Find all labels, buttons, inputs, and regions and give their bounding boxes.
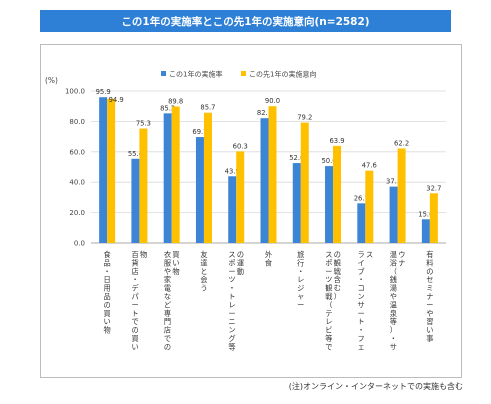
x-tick-label-2: 百貨店・デパートでの買い物 — [132, 250, 148, 351]
bar-series1-5 — [228, 176, 237, 243]
x-tick-label-4: 友達と会う — [200, 250, 207, 293]
data-label-series1-1: 95.9 — [96, 88, 111, 96]
footnote: (注)オンライン・インターネットでの実施も含む — [288, 382, 463, 391]
legend-swatch-1 — [161, 71, 166, 76]
bar-series1-9 — [357, 203, 366, 243]
x-tick-label-5: スポーツ・トレーニング等の運動 — [228, 250, 244, 351]
bar-series2-7 — [300, 122, 309, 243]
y-tick-label: 0.0 — [74, 240, 85, 248]
data-label-series1-4: 69.7 — [192, 128, 207, 136]
data-label-series2-5: 60.3 — [233, 142, 248, 150]
bar-series1-3 — [163, 113, 172, 244]
bar-series1-11 — [421, 219, 430, 243]
bar-series2-6 — [268, 106, 277, 243]
bar-series2-2 — [139, 128, 148, 243]
data-label-series1-5: 43.9 — [225, 167, 240, 175]
data-label-series1-9: 26.1 — [354, 194, 369, 202]
bar-series1-7 — [292, 163, 301, 243]
y-unit-label: (%) — [45, 76, 58, 85]
legend-swatch-2 — [241, 71, 246, 76]
bar-series1-1 — [99, 97, 108, 243]
bar-series2-1 — [107, 98, 116, 243]
bar-series1-4 — [195, 137, 204, 243]
data-label-series2-4: 85.7 — [200, 104, 215, 112]
data-label-series2-2: 75.3 — [136, 120, 151, 128]
data-label-series2-6: 90.0 — [265, 97, 280, 105]
data-label-series1-7: 52.6 — [289, 154, 304, 162]
bar-series1-8 — [325, 166, 334, 243]
y-tick-label: 20.0 — [69, 209, 85, 217]
bar-series2-11 — [429, 193, 438, 243]
bar-series1-2 — [131, 158, 140, 243]
legend-label-1: この1年の実施率 — [169, 70, 222, 79]
y-tick-label: 100.0 — [65, 88, 85, 96]
data-label-series1-11: 15.6 — [418, 210, 433, 218]
y-tick-label: 80.0 — [69, 118, 85, 126]
chart-title: この1年の実施率とこの先1年の実施意向(n=2582) — [40, 10, 451, 32]
y-tick-label: 60.0 — [69, 148, 85, 156]
bar-series1-6 — [260, 118, 269, 243]
bar-series1-10 — [389, 186, 398, 243]
bar-series2-10 — [397, 148, 406, 243]
x-tick-label-3: 衣服や家電など専門店での買い物 — [164, 250, 180, 351]
data-label-series2-1: 94.9 — [109, 96, 124, 104]
data-label-series1-6: 82.1 — [257, 109, 272, 117]
bar-series2-9 — [365, 170, 374, 243]
chart-frame: この1年の実施率 この先1年の実施意向 (%) 0.0 20.0 40.0 60.0 80.0… — [40, 44, 462, 378]
data-label-series1-10: 37.1 — [386, 178, 401, 186]
data-label-series2-8: 63.9 — [329, 137, 344, 145]
x-tick-label-10: 温浴（銭湯や温泉等）・サウナ — [390, 250, 406, 351]
data-label-series2-9: 47.6 — [362, 162, 377, 170]
bar-series2-3 — [171, 106, 180, 243]
x-tick-label-11: 有料のセミナーや習い事 — [426, 250, 433, 343]
x-tick-label-8: スポーツ観戦（テレビ等での観戦含む） — [325, 250, 342, 351]
data-label-series2-3: 89.8 — [168, 98, 183, 106]
x-tick-label-1: 食品・日用品の買い物 — [104, 250, 111, 335]
data-label-series2-7: 79.2 — [297, 114, 312, 122]
legend-label-2: この先1年の実施意向 — [249, 70, 316, 79]
bar-chart: この1年の実施率 この先1年の実施意向 (%) 0.0 20.0 40.0 60.0 80.0… — [45, 70, 446, 351]
y-tick-label: 40.0 — [69, 179, 85, 187]
data-label-series2-10: 62.2 — [394, 139, 409, 147]
x-tick-label-9: ライブ・コンサート・フェス — [357, 250, 373, 351]
x-tick-label-7: 旅行・レジャー — [297, 250, 304, 309]
bar-series2-8 — [333, 145, 342, 243]
data-label-series1-8: 50.6 — [321, 157, 336, 165]
data-label-series1-2: 55.4 — [128, 150, 143, 158]
data-label-series1-3: 85.3 — [160, 104, 175, 112]
bar-series2-5 — [236, 151, 245, 243]
x-tick-label-6: 外食 — [265, 250, 272, 267]
data-label-series2-11: 32.7 — [426, 184, 441, 192]
bar-series2-4 — [203, 112, 212, 244]
